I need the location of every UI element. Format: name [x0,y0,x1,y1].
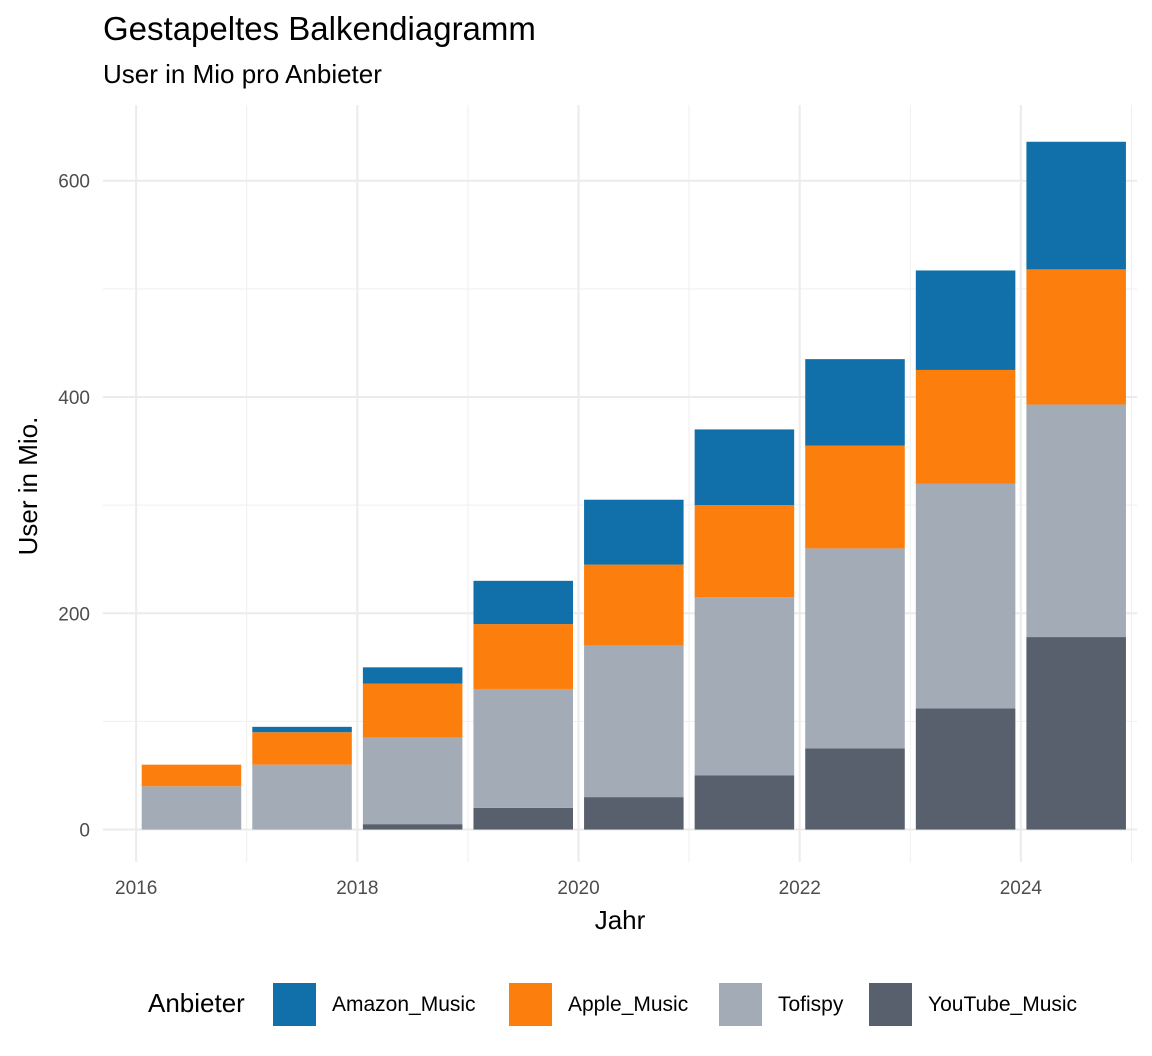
y-axis-ticks: 0 200 400 600 [58,172,90,842]
x-tick-label: 2022 [779,878,821,899]
bar-youtube-music-2021 [694,775,795,830]
bar-apple-music-2020 [584,564,684,646]
bar-apple-music-2016 [141,764,242,787]
bar-youtube-music-2019 [473,807,573,830]
bar-amazon-music-2023 [915,270,1016,370]
bar-youtube-music-2024 [1026,637,1126,830]
chart-subtitle: User in Mio pro Anbieter [103,59,382,89]
bar-amazon-music-2018 [362,667,463,684]
bar-tofispy-2024 [1026,404,1126,638]
bar-tofispy-2019 [473,688,573,808]
bar-tofispy-2020 [584,645,684,798]
legend-label-tofispy: Tofispy [778,992,844,1016]
legend-label-apple-music: Apple_Music [568,992,689,1016]
y-tick-label: 0 [79,821,90,842]
bar-tofispy-2023 [915,483,1016,709]
x-tick-label: 2024 [1000,878,1043,899]
x-tick-label: 2020 [557,878,599,899]
legend-swatch-apple-music [509,983,552,1026]
bar-amazon-music-2022 [805,359,905,446]
bar-amazon-music-2020 [584,499,684,565]
bar-tofispy-2018 [362,737,463,825]
bar-tofispy-2016 [141,786,242,830]
bars [141,141,1126,830]
bar-youtube-music-2022 [805,748,905,830]
bar-apple-music-2017 [252,732,352,765]
legend-item-amazon-music: Amazon_Music [273,983,476,1026]
bar-apple-music-2018 [362,683,463,738]
bar-apple-music-2021 [694,505,795,598]
legend-swatch-tofispy [719,983,762,1026]
legend-item-apple-music: Apple_Music [509,983,688,1026]
bar-tofispy-2021 [694,597,795,776]
bar-amazon-music-2024 [1026,141,1126,270]
bar-tofispy-2022 [805,548,905,749]
bar-youtube-music-2020 [584,797,684,830]
legend-label-youtube-music: YouTube_Music [928,992,1078,1016]
y-tick-label: 600 [58,172,90,193]
bar-amazon-music-2021 [694,429,795,506]
minor-gridlines [103,105,1137,862]
bar-apple-music-2022 [805,445,905,549]
legend: Anbieter Amazon_Music Apple_Music Tofispy Y… [0,980,1152,1030]
x-tick-label: 2018 [336,878,378,899]
legend-label-amazon-music: Amazon_Music [332,992,476,1016]
y-tick-label: 400 [58,388,90,409]
legend-item-youtube-music: YouTube_Music [869,983,1077,1026]
stacked-bar-chart: 0 200 400 600 2016 2018 2020 2022 2024 Jahr Use… [13,105,1137,935]
legend-swatch-amazon-music [273,983,316,1026]
y-axis-title: User in Mio. [13,417,43,556]
x-tick-label: 2016 [115,878,157,899]
legend-swatch-youtube-music [869,983,912,1026]
legend-item-tofispy: Tofispy [719,983,843,1026]
y-tick-label: 200 [58,604,90,625]
bar-youtube-music-2023 [915,708,1016,830]
bar-apple-music-2023 [915,369,1016,484]
bar-amazon-music-2019 [473,580,573,625]
bar-apple-music-2024 [1026,269,1126,405]
x-axis-ticks: 2016 2018 2020 2022 2024 [115,878,1042,899]
bar-apple-music-2019 [473,624,573,689]
bar-tofispy-2017 [252,764,352,830]
legend-title: Anbieter [148,988,245,1018]
x-axis-title: Jahr [595,905,646,935]
bar-youtube-music-2018 [362,824,463,830]
chart-title: Gestapeltes Balkendiagramm [103,10,536,47]
bar-amazon-music-2017 [252,726,352,733]
